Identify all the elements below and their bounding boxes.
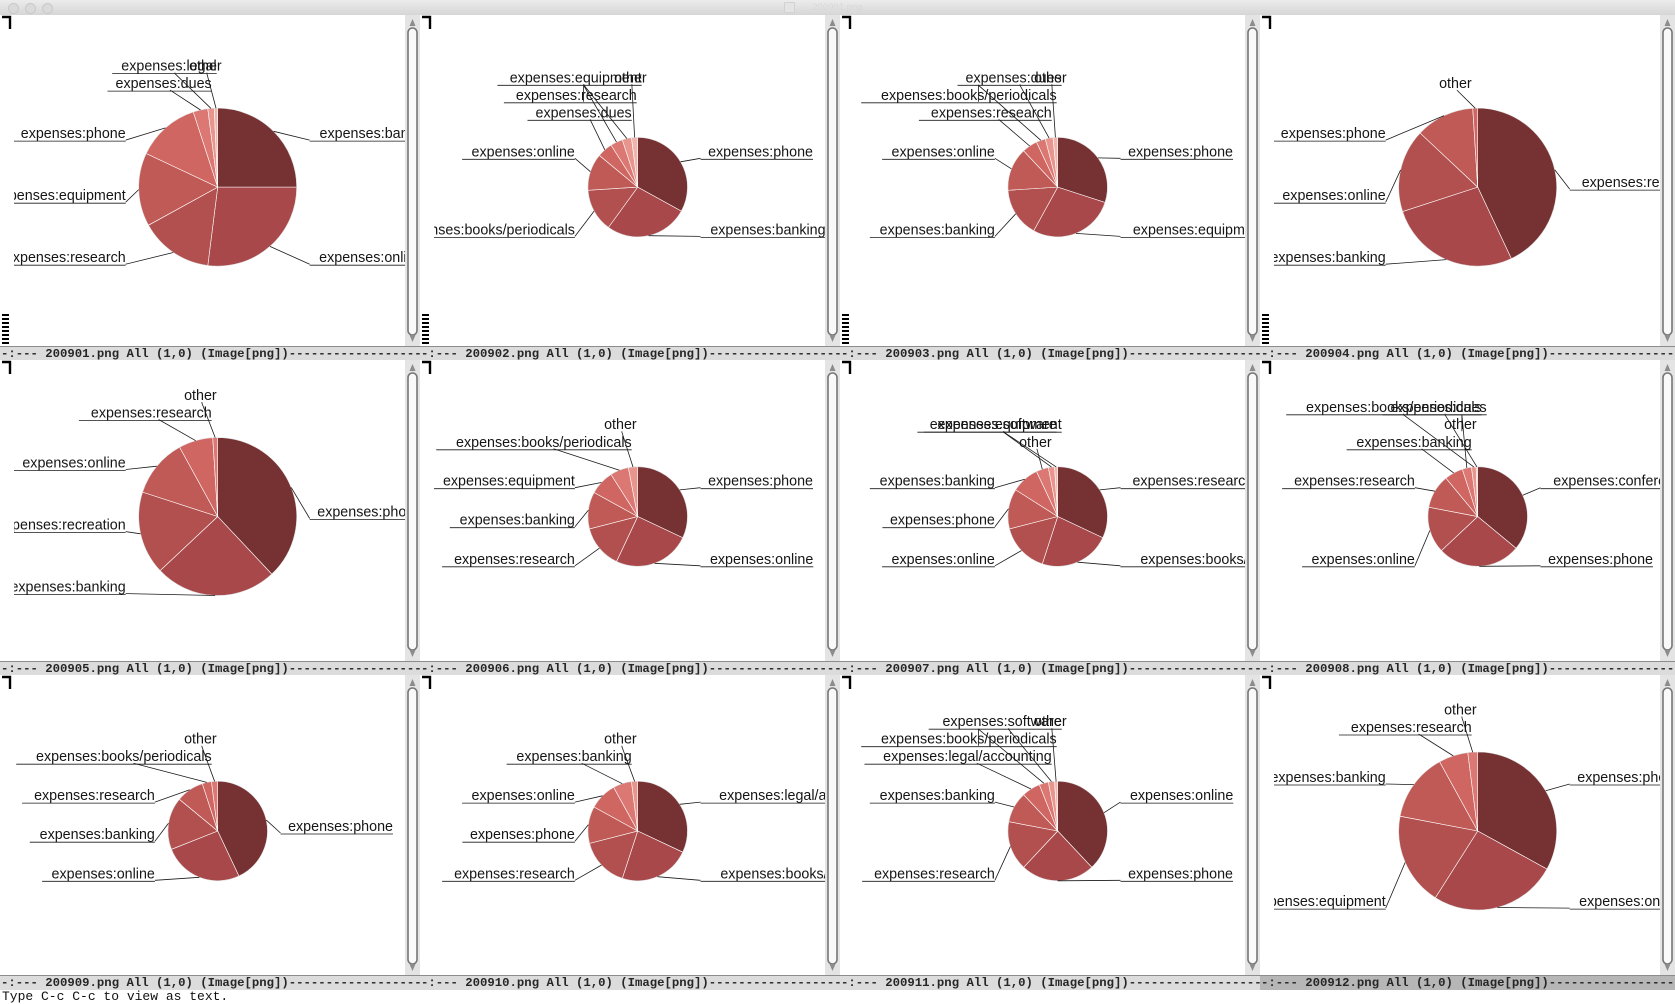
svg-text:expenses:research: expenses:research bbox=[34, 788, 155, 804]
svg-text:expenses:banking: expenses:banking bbox=[710, 222, 825, 238]
svg-text:expenses:dues: expenses:dues bbox=[1391, 400, 1487, 416]
svg-text:expenses:banking: expenses:banking bbox=[516, 749, 631, 765]
svg-text:expenses:legal/accounting: expenses:legal/accounting bbox=[719, 788, 825, 804]
svg-text:other: other bbox=[614, 70, 647, 86]
svg-text:expenses:banking: expenses:banking bbox=[880, 474, 995, 490]
svg-text:expenses:online: expenses:online bbox=[22, 456, 125, 472]
svg-text:expenses:online: expenses:online bbox=[1130, 788, 1233, 804]
svg-text:expenses:recreation: expenses:recreation bbox=[14, 518, 126, 534]
svg-text:other: other bbox=[1439, 76, 1472, 92]
svg-text:expenses:online: expenses:online bbox=[319, 250, 405, 266]
svg-text:expenses:phone: expenses:phone bbox=[1128, 144, 1233, 160]
svg-text:expenses:banking: expenses:banking bbox=[1274, 250, 1386, 266]
svg-text:other: other bbox=[1444, 417, 1477, 433]
svg-text:expenses:equipment: expenses:equipment bbox=[930, 417, 1062, 433]
svg-text:expenses:phone: expenses:phone bbox=[317, 505, 405, 521]
svg-text:other: other bbox=[1034, 70, 1067, 86]
svg-text:other: other bbox=[184, 388, 217, 404]
svg-text:other: other bbox=[189, 59, 222, 75]
svg-text:expenses:phone: expenses:phone bbox=[1128, 866, 1233, 882]
svg-text:expenses:online: expenses:online bbox=[892, 552, 995, 568]
svg-text:expenses:equipment: expenses:equipment bbox=[1274, 894, 1386, 910]
svg-text:expenses:conference: expenses:conference bbox=[1553, 474, 1660, 490]
svg-text:expenses:banking: expenses:banking bbox=[40, 827, 155, 843]
svg-text:expenses:research: expenses:research bbox=[516, 88, 637, 104]
svg-text:expenses:research: expenses:research bbox=[91, 406, 212, 422]
svg-text:expenses:research: expenses:research bbox=[931, 105, 1052, 121]
svg-text:expenses:research: expenses:research bbox=[14, 250, 126, 266]
svg-text:expenses:phone: expenses:phone bbox=[890, 513, 995, 529]
svg-text:expenses:online: expenses:online bbox=[1312, 552, 1415, 568]
svg-text:expenses:research: expenses:research bbox=[1132, 474, 1245, 490]
svg-text:expenses:online: expenses:online bbox=[472, 788, 575, 804]
svg-text:other: other bbox=[1019, 435, 1052, 451]
svg-text:expenses:research: expenses:research bbox=[1582, 175, 1660, 191]
svg-text:expenses:phone: expenses:phone bbox=[1548, 552, 1653, 568]
svg-text:expenses:equipment: expenses:equipment bbox=[1133, 222, 1245, 238]
svg-text:expenses:banking: expenses:banking bbox=[880, 788, 995, 804]
svg-text:expenses:phone: expenses:phone bbox=[470, 827, 575, 843]
svg-text:expenses:online: expenses:online bbox=[472, 144, 575, 160]
svg-text:expenses:equipment: expenses:equipment bbox=[443, 474, 575, 490]
svg-text:expenses:books/periodicals: expenses:books/periodicals bbox=[881, 88, 1057, 104]
svg-text:expenses:books/periodicals: expenses:books/periodicals bbox=[456, 435, 632, 451]
svg-text:expenses:books/periodicals: expenses:books/periodicals bbox=[1140, 552, 1245, 568]
svg-text:expenses:online: expenses:online bbox=[1282, 188, 1385, 204]
svg-text:expenses:dues: expenses:dues bbox=[536, 105, 632, 121]
svg-text:expenses:online: expenses:online bbox=[710, 552, 813, 568]
svg-text:expenses:research: expenses:research bbox=[454, 866, 575, 882]
svg-text:expenses:research: expenses:research bbox=[874, 866, 995, 882]
svg-text:expenses:research: expenses:research bbox=[454, 552, 575, 568]
svg-text:expenses:dues: expenses:dues bbox=[116, 76, 212, 92]
svg-text:expenses:research: expenses:research bbox=[1351, 720, 1472, 736]
svg-text:expenses:banking: expenses:banking bbox=[14, 580, 126, 596]
svg-text:expenses:research: expenses:research bbox=[1294, 474, 1415, 490]
svg-text:expenses:books/periodicals: expenses:books/periodicals bbox=[720, 866, 825, 882]
svg-text:expenses:online: expenses:online bbox=[52, 866, 155, 882]
svg-text:expenses:phone: expenses:phone bbox=[1577, 770, 1660, 786]
svg-text:expenses:phone: expenses:phone bbox=[1281, 126, 1386, 142]
svg-text:other: other bbox=[1444, 703, 1477, 719]
svg-text:expenses:banking: expenses:banking bbox=[320, 126, 405, 142]
svg-text:expenses:phone: expenses:phone bbox=[288, 819, 393, 835]
svg-text:expenses:banking: expenses:banking bbox=[460, 513, 575, 529]
svg-text:expenses:books/periodicals: expenses:books/periodicals bbox=[36, 749, 212, 765]
svg-text:other: other bbox=[604, 417, 637, 433]
svg-text:expenses:books/periodicals: expenses:books/periodicals bbox=[881, 732, 1057, 748]
svg-text:expenses:legal/accounting: expenses:legal/accounting bbox=[883, 749, 1052, 765]
svg-text:expenses:phone: expenses:phone bbox=[708, 144, 813, 160]
svg-text:expenses:banking: expenses:banking bbox=[1356, 435, 1471, 451]
svg-text:expenses:online: expenses:online bbox=[892, 144, 995, 160]
svg-text:expenses:equipment: expenses:equipment bbox=[14, 188, 126, 204]
svg-text:expenses:banking: expenses:banking bbox=[880, 222, 995, 238]
svg-text:other: other bbox=[1034, 714, 1067, 730]
svg-text:expenses:books/periodicals: expenses:books/periodicals bbox=[434, 222, 575, 238]
svg-text:other: other bbox=[604, 732, 637, 748]
svg-text:other: other bbox=[184, 732, 217, 748]
svg-text:expenses:phone: expenses:phone bbox=[708, 474, 813, 490]
svg-text:expenses:online: expenses:online bbox=[1579, 894, 1660, 910]
svg-text:expenses:banking: expenses:banking bbox=[1274, 770, 1386, 786]
svg-text:expenses:phone: expenses:phone bbox=[21, 126, 126, 142]
